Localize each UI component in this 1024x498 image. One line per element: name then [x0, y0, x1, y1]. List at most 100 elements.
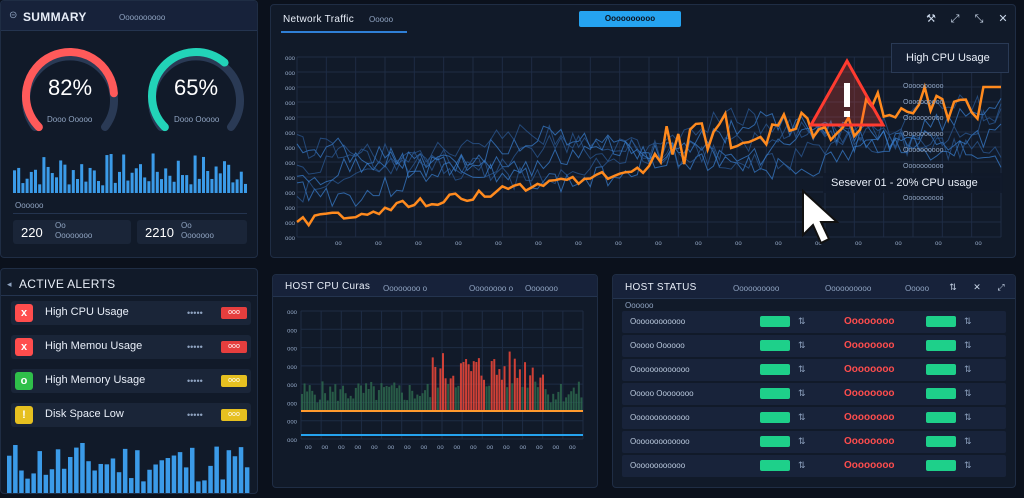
hostcpu-bar	[349, 395, 352, 411]
hostcpu-bar	[408, 385, 411, 411]
stat-card-2: 2210 Oo Ooooooo	[137, 220, 247, 244]
alerts-bar	[86, 461, 91, 493]
host-ok-badge	[760, 460, 790, 471]
hostcpu-bar	[324, 393, 327, 411]
summary-bar	[235, 179, 239, 193]
alert-row[interactable]: ! Disk Space Low ••••• ooo	[11, 403, 251, 427]
hostcpu-tab-1[interactable]: Oooooooo o	[383, 284, 428, 293]
summary-bar	[147, 181, 151, 193]
summary-bar	[168, 175, 172, 193]
hoststatus-tab-3[interactable]: Ooooo	[905, 284, 930, 293]
host-arrow-icon[interactable]: ⇅	[798, 316, 806, 326]
summary-bar-chart	[13, 153, 247, 193]
host-arrow-icon[interactable]: ⇅	[798, 436, 806, 446]
host-arrow-icon-2[interactable]: ⇅	[964, 316, 972, 326]
host-arrow-icon-2[interactable]: ⇅	[964, 412, 972, 422]
expand-icon[interactable]: ⤢	[950, 13, 960, 25]
host-arrow-icon[interactable]: ⇅	[798, 340, 806, 350]
hostcpu-bar	[336, 400, 339, 411]
alerts-bar	[208, 465, 213, 493]
hostcpu-bar	[449, 378, 452, 411]
hostcpu-tab-3[interactable]: Ooooooo	[525, 284, 558, 293]
summary-header	[1, 1, 257, 31]
summary-bar	[134, 168, 138, 193]
alert-badge[interactable]: ooo	[221, 375, 247, 387]
summary-bar	[80, 164, 84, 193]
host-arrow-icon-2[interactable]: ⇅	[964, 388, 972, 398]
alert-row[interactable]: o High Memory Usage ••••• ooo	[11, 369, 251, 393]
network-y-tick: ooo	[285, 146, 296, 152]
alert-badge[interactable]: ooo	[221, 341, 247, 353]
hostcpu-bar	[531, 367, 534, 411]
summary-bar	[181, 175, 184, 193]
hostcpu-bar	[416, 394, 419, 411]
hostcpu-bar	[362, 392, 365, 411]
hoststatus-expand-icon[interactable]: ⤢	[997, 282, 1005, 292]
hoststatus-tab-1[interactable]: Oooooooooo	[733, 284, 780, 293]
host-arrow-icon[interactable]: ⇅	[798, 364, 806, 374]
hostcpu-bar	[365, 383, 368, 411]
close-icon[interactable]: ✕	[998, 13, 1008, 25]
network-title: Network Traffic	[283, 14, 354, 25]
alerts-bar	[13, 445, 18, 493]
alert-row[interactable]: x High CPU Usage ••••• ooo	[11, 301, 251, 325]
hostcpu-bar	[370, 381, 373, 411]
host-row[interactable]: Ooooo Oooooooo ⇅ Oooooooo ⇅	[622, 383, 1006, 405]
hostcpu-bar	[470, 371, 473, 411]
hostcpu-x-tick: oo	[421, 445, 428, 451]
hostcpu-tab-2[interactable]: Oooooooo o	[469, 284, 514, 293]
host-name: Ooooooooooooo	[630, 365, 690, 374]
hostcpu-bar	[549, 402, 552, 411]
hoststatus-sort-icon[interactable]: ⇅	[949, 282, 957, 292]
network-tab[interactable]: Ooooo	[369, 15, 394, 24]
hostcpu-bar	[465, 359, 468, 411]
alerts-bar	[232, 456, 238, 493]
host-row[interactable]: Ooooooooooooo ⇅ Oooooooo ⇅	[622, 359, 1006, 381]
host-row[interactable]: Oooooooooooo ⇅ Oooooooo ⇅	[622, 311, 1006, 333]
network-action-button[interactable]: Oooooooooo	[579, 11, 681, 27]
summary-bar	[29, 171, 33, 193]
alert-popup[interactable]: High CPU Usage	[891, 43, 1009, 73]
hostcpu-bar	[429, 397, 432, 411]
summary-bar	[244, 183, 247, 193]
alert-badge[interactable]: ooo	[221, 307, 247, 319]
host-arrow-icon-2[interactable]: ⇅	[964, 364, 972, 374]
hoststatus-close-icon[interactable]: ✕	[973, 282, 981, 292]
host-row[interactable]: Ooooooooooooo ⇅ Oooooooo ⇅	[622, 407, 1006, 429]
network-x-tick: oo	[855, 241, 862, 247]
host-arrow-icon[interactable]: ⇅	[798, 388, 806, 398]
host-row[interactable]: Ooooooooooooo ⇅ Oooooooo ⇅	[622, 431, 1006, 453]
host-ok-badge-2	[926, 388, 956, 399]
alert-row[interactable]: x High Memou Usage ••••• ooo	[11, 335, 251, 359]
host-name: Ooooooooooooo	[630, 437, 690, 446]
alert-badge[interactable]: ooo	[221, 409, 247, 421]
host-arrow-icon-2[interactable]: ⇅	[964, 340, 972, 350]
fullscreen-icon[interactable]: ⤡	[974, 13, 984, 25]
host-name: Oooooooooooo	[630, 317, 686, 326]
host-arrow-icon[interactable]: ⇅	[798, 460, 806, 470]
host-arrow-icon-2[interactable]: ⇅	[964, 436, 972, 446]
host-row[interactable]: Oooooooooooo ⇅ Oooooooo ⇅	[622, 455, 1006, 477]
alerts-bar-chart	[7, 442, 250, 493]
host-row[interactable]: Ooooo Oooooo ⇅ Oooooooo ⇅	[622, 335, 1006, 357]
gauge-2-label: Dooo Ooooo	[174, 115, 220, 124]
gauge-1-value: 82%	[47, 75, 93, 100]
hostcpu-bar	[475, 361, 478, 411]
summary-bar	[13, 170, 16, 193]
alerts-bar	[74, 447, 79, 493]
hostcpu-bar	[477, 358, 480, 411]
hostcpu-bar	[488, 385, 491, 411]
summary-bar	[193, 155, 197, 193]
tool-icon[interactable]: ⚒	[926, 13, 936, 25]
hostcpu-bar	[421, 393, 424, 411]
hoststatus-tab-2[interactable]: Oooooooooo	[825, 284, 872, 293]
hostcpu-bar	[383, 387, 386, 411]
summary-bar	[50, 173, 54, 193]
network-y-tick: ooo	[285, 116, 296, 122]
host-arrow-icon[interactable]: ⇅	[798, 412, 806, 422]
summary-header-text[interactable]: Oooooooooo	[119, 13, 166, 22]
hostcpu-y-tick: ooo	[287, 420, 298, 426]
host-arrow-icon-2[interactable]: ⇅	[964, 460, 972, 470]
hostcpu-bar	[462, 361, 465, 411]
